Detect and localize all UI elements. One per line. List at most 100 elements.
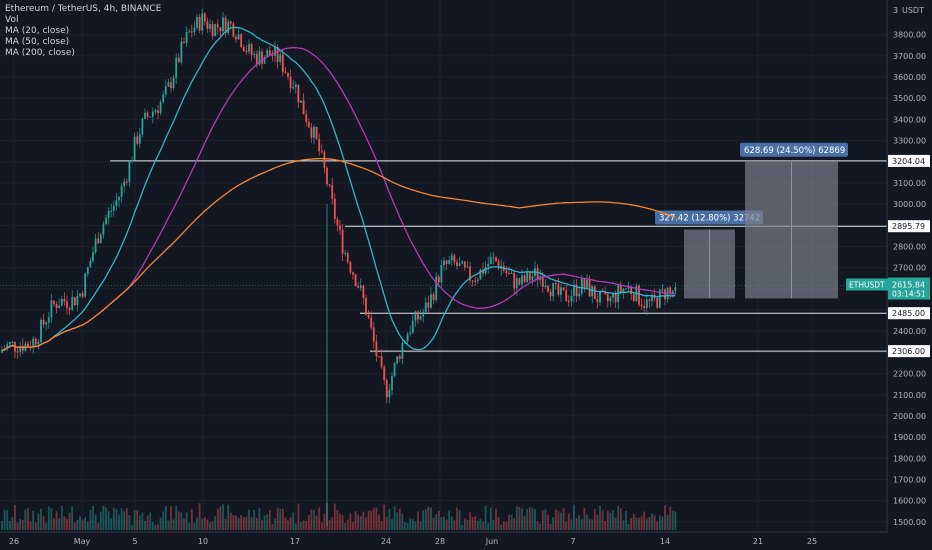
volume-bar <box>378 514 380 530</box>
level-tag-label: 2485.00 <box>892 309 925 318</box>
volume-bar <box>203 517 206 530</box>
volume-bar <box>333 503 336 530</box>
candle-body <box>352 272 354 275</box>
candle-body <box>453 255 456 262</box>
volume-bar <box>352 521 354 530</box>
candle-body <box>461 261 464 264</box>
candle-body <box>591 286 594 297</box>
candle-body <box>45 322 48 325</box>
candle-body <box>206 21 209 29</box>
candle-body <box>336 219 339 226</box>
volume-bar <box>45 522 48 530</box>
volume-bar <box>53 518 55 530</box>
candle-body <box>380 356 383 367</box>
level-tag <box>888 345 930 358</box>
volume-bar <box>177 511 180 530</box>
candle-body <box>630 286 633 295</box>
volume-bar <box>495 508 497 530</box>
volume-bar <box>190 509 193 530</box>
measure-boxes[interactable]: 327.42 (12.80%) 32742 628.69 (24.50%) 628… <box>655 142 848 299</box>
candle-body <box>344 253 347 255</box>
volume-bar <box>419 521 422 530</box>
volume-bar <box>305 520 308 530</box>
volume-bar <box>450 516 453 530</box>
volume-bar <box>105 507 107 530</box>
candle-body <box>118 196 120 201</box>
volume-bar <box>24 509 27 530</box>
candle-body <box>274 46 276 56</box>
volume-bar <box>128 515 131 530</box>
candle-body <box>378 356 380 358</box>
candle-body <box>393 363 396 377</box>
volume-bar <box>294 523 297 530</box>
volume-bar <box>115 508 118 530</box>
candle-body <box>443 260 445 265</box>
volume-bar <box>648 517 651 530</box>
time-axis[interactable]: 26 May 5 10 17 24 28 Jun 7 14 21 25 <box>0 531 887 546</box>
candle-body <box>651 294 653 302</box>
candle-body <box>107 211 110 218</box>
volume-bar <box>131 525 133 530</box>
time-tick-label: 21 <box>753 537 763 546</box>
candle-body <box>227 21 230 33</box>
volume-bar <box>232 515 235 530</box>
volume-bar <box>159 517 162 530</box>
candle-body <box>339 225 341 230</box>
candle-body <box>209 24 211 29</box>
volume-bar <box>583 507 586 530</box>
candle-body <box>593 286 596 300</box>
volume-bar <box>570 519 573 530</box>
candle-body <box>432 294 435 301</box>
volume-bar <box>606 510 609 530</box>
volume-bar <box>164 505 167 530</box>
candle-body <box>219 27 222 32</box>
candle-body <box>372 327 375 342</box>
volume-bar <box>211 521 214 530</box>
candle-body <box>300 100 302 103</box>
volume-bar <box>157 524 159 530</box>
volume-bar <box>110 518 113 530</box>
candle-body <box>125 181 128 183</box>
volume-bar <box>307 515 310 530</box>
candle-body <box>167 82 170 87</box>
volume-bar <box>453 520 456 530</box>
candle-body <box>419 316 422 320</box>
volume-bar <box>276 507 279 530</box>
volume-bar <box>19 518 22 530</box>
volume-bar <box>354 511 357 530</box>
volume-bar <box>339 513 341 530</box>
volume-bar <box>617 505 620 530</box>
volume-bar <box>99 511 102 530</box>
candle-body <box>469 266 471 281</box>
candle-body <box>489 257 492 265</box>
candle-body <box>354 274 357 286</box>
candle-body <box>21 345 24 351</box>
candle-body <box>557 284 560 295</box>
volume-bar <box>214 516 217 530</box>
candle-body <box>544 286 547 288</box>
volume-bar <box>601 510 604 530</box>
volume-bar <box>40 508 42 530</box>
price-axis-top-label: 3 <box>893 6 898 15</box>
volume-bar <box>37 513 40 530</box>
volume-bar <box>14 504 16 530</box>
candle-body <box>479 269 482 280</box>
candle-body <box>94 238 97 253</box>
volume-bar <box>674 511 677 530</box>
candle-body <box>326 167 328 185</box>
volume-bar <box>645 518 648 530</box>
candle-body <box>294 84 297 88</box>
volume-bar <box>102 505 105 530</box>
candle-body <box>55 304 58 309</box>
candle-body <box>131 160 133 162</box>
volume-bar <box>180 512 183 530</box>
volume-bar <box>437 511 440 530</box>
candle-body <box>261 51 263 64</box>
price-tick-label: 3500.00 <box>893 94 926 103</box>
volume-bar <box>482 521 484 530</box>
candle-body <box>508 273 510 275</box>
candle-body <box>398 356 401 359</box>
candle-body <box>388 390 391 398</box>
candle-body <box>661 289 664 291</box>
